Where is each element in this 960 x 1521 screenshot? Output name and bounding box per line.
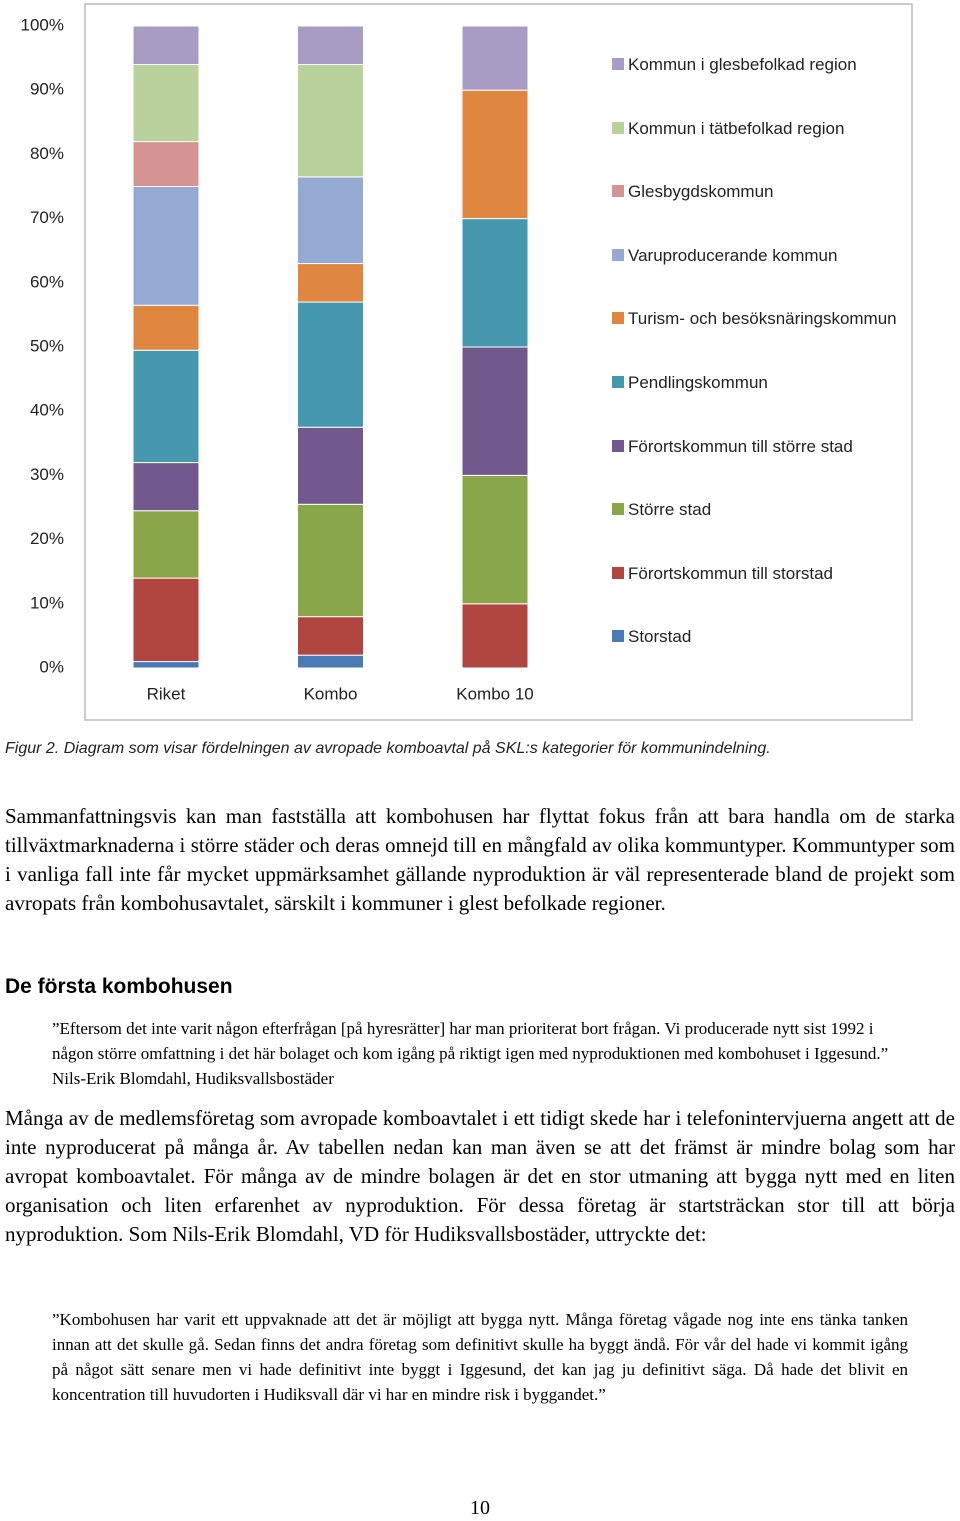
legend-label: Glesbygdskommun <box>628 182 774 202</box>
legend-label: Kommun i tätbefolkad region <box>628 118 845 138</box>
legend-label: Varuproducerande kommun <box>628 245 838 265</box>
bar-segment <box>461 218 529 348</box>
legend-item: Glesbygdskommun <box>612 179 913 204</box>
bar-segment <box>297 25 364 66</box>
legend-swatch <box>612 566 624 579</box>
bar-segment <box>461 603 529 669</box>
legend-label: Förortskommun till storstad <box>628 563 833 583</box>
bar-segment <box>297 503 364 618</box>
bar-segment <box>461 89 529 220</box>
bar-segment <box>297 263 364 303</box>
y-tick-label: 80% <box>30 144 64 163</box>
y-tick-label: 20% <box>30 529 64 548</box>
paragraph: Sammanfattningsvis kan man fastställa at… <box>5 804 955 915</box>
legend-swatch <box>612 185 624 198</box>
quote: ”Eftersom det inte varit någon efterfråg… <box>52 1019 889 1088</box>
bar-segment <box>132 186 200 306</box>
y-tick-label: 70% <box>30 208 64 227</box>
legend-swatch <box>612 58 624 70</box>
bar-segment <box>132 661 200 669</box>
chart-frame <box>84 3 913 721</box>
legend-swatch <box>612 312 624 325</box>
x-tick-label: Riket <box>147 684 186 703</box>
bar-segment <box>132 510 200 579</box>
y-tick-label: 50% <box>30 336 64 355</box>
caption: Figur 2. Diagram som visar fördelningen … <box>5 740 771 757</box>
y-tick-label: 90% <box>30 80 64 99</box>
x-tick-label: Kombo 10 <box>456 684 534 703</box>
quote: ”Kombohusen har varit ett uppvaknade att… <box>52 1310 908 1404</box>
bar-segment <box>297 301 364 428</box>
legend-item: Kommun i glesbefolkad region <box>612 52 913 77</box>
legend-item: Turism- och besöksnäringskommun <box>612 306 913 331</box>
bar-segment <box>297 176 364 265</box>
y-tick-label: 100% <box>21 15 64 34</box>
legend-swatch <box>612 503 624 516</box>
bar-segment <box>461 474 529 605</box>
legend-swatch <box>612 376 624 388</box>
y-tick-label: 30% <box>30 465 64 484</box>
legend-item: Storstad <box>612 624 913 649</box>
bar-segment <box>132 349 200 464</box>
legend-item: Kommun i tätbefolkad region <box>612 116 913 141</box>
bar-segment <box>132 64 200 143</box>
bar-segment <box>132 304 200 351</box>
legend-label: Förortskommun till större stad <box>628 436 853 456</box>
legend-item: Varuproducerande kommun <box>612 243 913 268</box>
legend-swatch <box>612 121 624 134</box>
legend-label: Större stad <box>628 500 712 520</box>
legend-swatch <box>612 630 624 643</box>
legend-label: Kommun i glesbefolkad region <box>628 55 857 74</box>
legend-label: Pendlingskommun <box>628 373 768 392</box>
bar-segment <box>461 25 529 91</box>
legend-label: Turism- och besöksnäringskommun <box>628 309 897 329</box>
bar-segment <box>132 462 200 512</box>
page-number: 10 <box>470 1497 490 1519</box>
paragraph: Många av de medlemsföretag som avropade … <box>5 1106 955 1246</box>
legend-item: Pendlingskommun <box>612 370 913 395</box>
bar-segment <box>461 346 529 476</box>
legend-swatch <box>612 248 624 261</box>
legend-item: Förortskommun till storstad <box>612 561 913 586</box>
y-tick-label: 40% <box>30 401 64 420</box>
bar-segment <box>132 25 200 66</box>
legend-item: Större stad <box>612 497 913 522</box>
chart: 0% 10% 20% 30% 40% 50% 60% 70% 80% 90% 100% Riket Ko… <box>21 3 913 721</box>
bar-segment <box>297 426 364 505</box>
y-tick-label: 0% <box>39 657 64 676</box>
legend-item: Förortskommun till större stad <box>612 434 913 459</box>
bar-segment <box>132 577 200 663</box>
bar-segment <box>297 64 364 178</box>
y-tick-label: 60% <box>30 272 64 291</box>
heading: De första kombohusen <box>5 975 233 998</box>
bar-segment <box>297 616 364 656</box>
bar-segment <box>297 654 364 669</box>
legend-swatch <box>612 439 624 452</box>
y-tick-label: 10% <box>30 593 64 612</box>
x-tick-label: Kombo <box>304 684 358 703</box>
bar-segment <box>132 141 200 187</box>
legend-label: Storstad <box>628 627 692 647</box>
